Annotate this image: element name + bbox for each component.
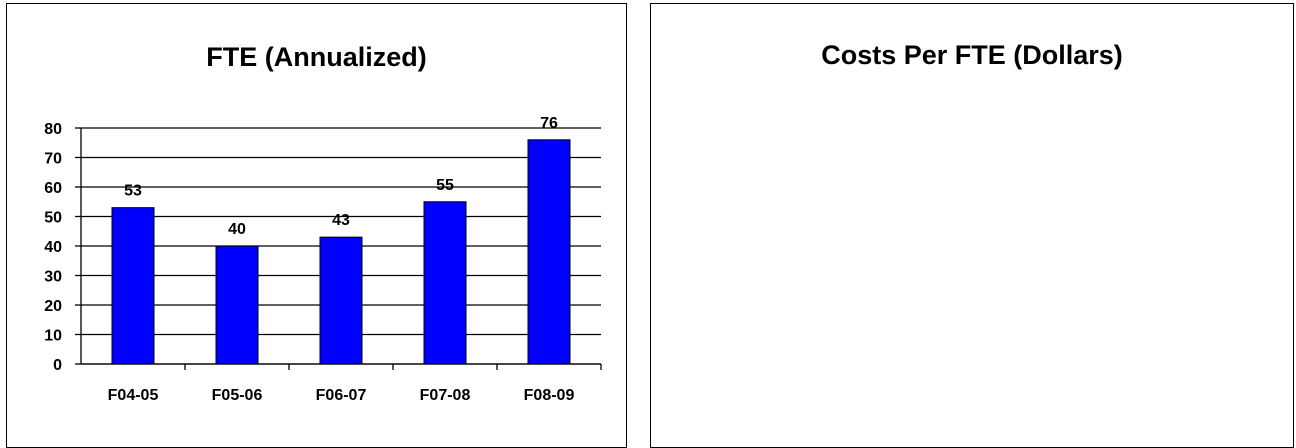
data-label: 40 — [228, 221, 246, 238]
y-tick-label: 40 — [44, 239, 62, 256]
y-tick-label: 80 — [44, 121, 62, 138]
y-tick-label: 10 — [44, 328, 62, 345]
data-label: 55 — [436, 177, 454, 194]
y-tick-label: 20 — [44, 298, 62, 315]
bar — [319, 236, 363, 365]
x-tick-label: F05-06 — [212, 387, 263, 404]
bar — [423, 201, 467, 365]
data-label: 76 — [540, 115, 558, 132]
x-tick-label: F08-09 — [524, 387, 575, 404]
data-label: 53 — [124, 183, 142, 200]
chart-title: FTE (Annualized) — [206, 42, 427, 72]
chart-title: Costs Per FTE (Dollars) — [821, 40, 1123, 70]
y-tick-label: 60 — [44, 180, 62, 197]
bar — [215, 245, 259, 365]
y-tick-label: 50 — [44, 210, 62, 227]
bar — [111, 207, 155, 365]
y-tick-label: 0 — [53, 357, 62, 374]
y-tick-label: 70 — [44, 151, 62, 168]
x-tick-label: F07-08 — [420, 387, 471, 404]
bar — [527, 139, 571, 365]
x-tick-label: F06-07 — [316, 387, 367, 404]
data-label: 43 — [332, 212, 350, 229]
y-tick-label: 30 — [44, 269, 62, 286]
fte-chart-panel: FTE (Annualized) — [6, 3, 627, 448]
x-tick-label: F04-05 — [108, 387, 159, 404]
